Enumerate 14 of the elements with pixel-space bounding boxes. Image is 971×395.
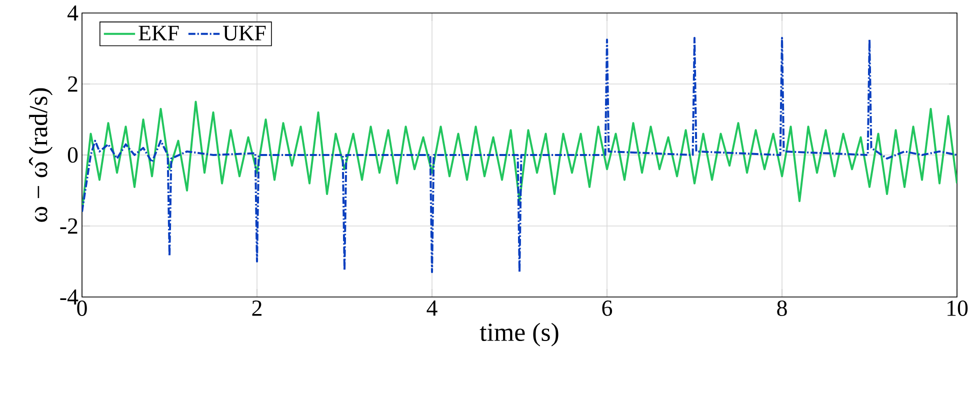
y-tick-label: 0	[68, 147, 78, 163]
x-axis-title: time (s)	[480, 322, 558, 346]
x-tick-label: 10	[948, 300, 968, 316]
x-tick-label: 2	[252, 300, 262, 316]
legend-label: EKF	[138, 26, 179, 40]
y-tick-label: -2	[60, 218, 78, 234]
x-tick-label: 4	[426, 300, 438, 316]
y-tick-label: 2	[68, 76, 78, 92]
x-tick-label: 8	[777, 300, 787, 316]
x-tick-label: 6	[602, 300, 612, 316]
y-axis-title: ω − ω̂ (rad/s)	[29, 88, 53, 222]
y-tick-label: 4	[67, 5, 78, 21]
legend-label: UKF	[223, 26, 266, 40]
y-tick-label: -4	[60, 289, 78, 305]
